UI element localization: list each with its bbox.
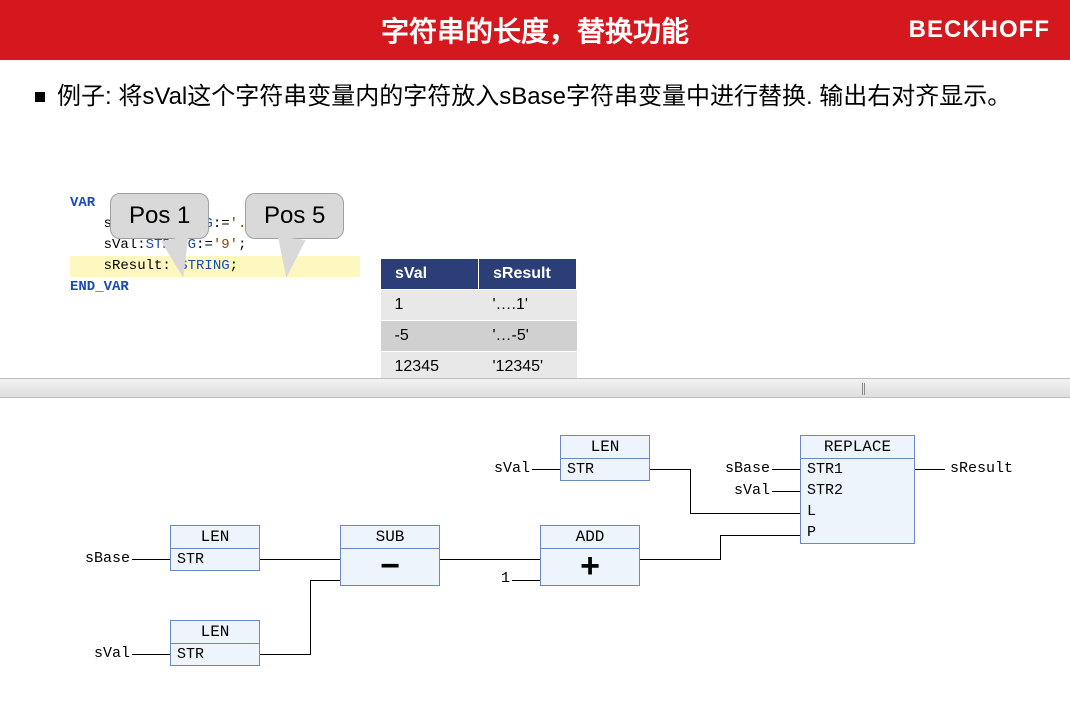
block-title-add: ADD <box>541 526 639 549</box>
wire <box>260 654 310 655</box>
block-sub: SUB − <box>340 525 440 586</box>
wire <box>142 654 170 655</box>
brand-logo: BECKHOFF <box>909 16 1050 44</box>
fbd-diagram: LEN STR sVal REPLACE STR1 STR2 L P sBase… <box>0 420 1070 700</box>
pin-str1: STR1 <box>801 459 914 480</box>
io-sbase-rep: sBase <box>715 460 770 477</box>
slide-title: 字符串的长度，替换功能 <box>381 10 689 50</box>
code-ident-2: sVal: <box>70 237 146 253</box>
wire <box>650 469 690 470</box>
io-const-1: 1 <box>495 570 510 587</box>
wire <box>542 469 560 470</box>
stub <box>772 469 782 470</box>
block-add: ADD + <box>540 525 640 586</box>
content-area: 例子: 将sVal这个字符串变量内的字符放入sBase字符串变量中进行替换. 输… <box>0 60 1070 318</box>
block-title-len: LEN <box>171 621 259 644</box>
table-row: 1 '….1' <box>381 289 577 320</box>
wire <box>142 559 170 560</box>
block-len-sbase: LEN STR <box>170 525 260 571</box>
kw-endvar: END_VAR <box>70 279 129 295</box>
example-description: 例子: 将sVal这个字符串变量内的字符放入sBase字符串变量中进行替换. 输… <box>35 80 1035 115</box>
wire <box>440 559 540 560</box>
cell: '….1' <box>479 289 577 320</box>
scroll-marker <box>862 383 865 395</box>
slide-header: 字符串的长度，替换功能 BECKHOFF <box>0 0 1070 60</box>
block-title-replace: REPLACE <box>801 436 914 459</box>
wire <box>720 535 721 560</box>
wire <box>310 580 340 581</box>
io-sval-rep: sVal <box>715 482 770 499</box>
pin-str2: STR2 <box>801 480 914 501</box>
sample-table: sVal sResult 1 '….1' -5 '…-5' 12345 '123… <box>380 258 577 383</box>
code-assign-1: := <box>213 216 230 232</box>
block-len-top: LEN STR <box>560 435 650 481</box>
pin-str: STR <box>171 549 259 570</box>
wire <box>512 580 540 581</box>
code-line-2: sVal:STRING:='9'; <box>70 237 246 253</box>
callout-pos1: Pos 1 <box>110 193 209 239</box>
bullet-prefix: 例子: <box>57 83 112 110</box>
pin-l: L <box>801 501 914 522</box>
io-sval-top: sVal <box>475 460 530 477</box>
bullet-body: 将sVal这个字符串变量内的字符放入sBase字符串变量中进行替换. 输出右对齐… <box>118 83 1011 110</box>
block-title-len: LEN <box>561 436 649 459</box>
stub <box>772 491 782 492</box>
wire <box>310 580 311 655</box>
kw-var: VAR <box>70 195 95 211</box>
wire <box>690 469 691 513</box>
wire <box>690 513 800 514</box>
separator-bar <box>0 378 1070 398</box>
code-semi-3: ; <box>230 258 238 274</box>
wire <box>260 559 340 560</box>
code-str-2: '9' <box>213 237 238 253</box>
wire <box>915 469 945 470</box>
wire <box>782 491 800 492</box>
callout-pos5: Pos 5 <box>245 193 344 239</box>
block-len-sval: LEN STR <box>170 620 260 666</box>
bullet-icon <box>35 92 45 102</box>
plus-icon: + <box>541 549 639 585</box>
stub <box>132 654 142 655</box>
stub <box>132 559 142 560</box>
pin-p: P <box>801 522 914 543</box>
code-assign-2: := <box>196 237 213 253</box>
pin-str: STR <box>561 459 649 480</box>
pin-str: STR <box>171 644 259 665</box>
block-title-len: LEN <box>171 526 259 549</box>
minus-icon: − <box>341 549 439 585</box>
code-ident-3: sResult: <box>70 258 179 274</box>
code-line-3: sResult: STRING; <box>70 256 360 277</box>
io-sresult: sResult <box>950 460 1013 477</box>
table-row: -5 '…-5' <box>381 320 577 351</box>
cell: 1 <box>381 289 479 320</box>
cell: '…-5' <box>479 320 577 351</box>
col-sresult: sResult <box>479 258 577 289</box>
stub <box>532 469 542 470</box>
wire <box>720 535 800 536</box>
block-title-sub: SUB <box>341 526 439 549</box>
col-sval: sVal <box>381 258 479 289</box>
cell: -5 <box>381 320 479 351</box>
block-replace: REPLACE STR1 STR2 L P <box>800 435 915 544</box>
table-header-row: sVal sResult <box>381 258 577 289</box>
wire <box>782 469 800 470</box>
code-semi-2: ; <box>238 237 246 253</box>
code-panel: Pos 1 Pos 5 VAR sBase :STRING:='.....'; … <box>70 193 1035 298</box>
io-sval-len: sVal <box>75 645 130 662</box>
io-sbase-len: sBase <box>75 550 130 567</box>
wire <box>640 559 720 560</box>
